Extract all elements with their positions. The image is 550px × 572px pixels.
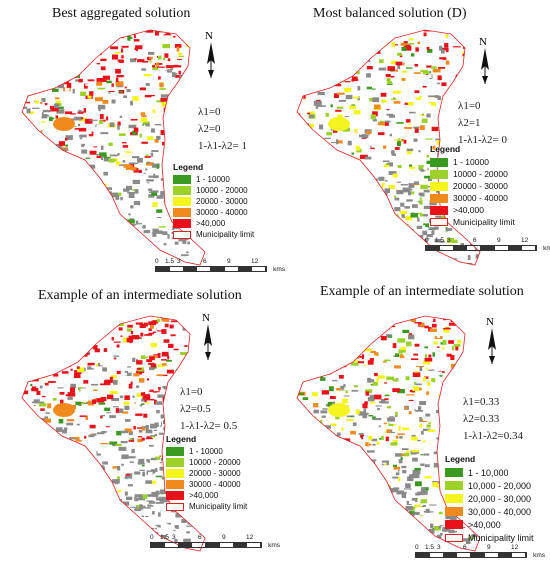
- legend-item: >40,000: [430, 204, 515, 216]
- map-legend: Legend 1 - 10000 10000 - 20000 20000 - 3…: [430, 144, 515, 228]
- map-legend: Legend 1 - 10,000 10,000 - 20,000 20,000…: [445, 454, 534, 544]
- legend-item-limit: Municipality limit: [173, 229, 254, 240]
- legend-swatch: [430, 157, 448, 167]
- panel-title: Most balanced solution (D): [313, 6, 467, 21]
- municipality-limit-swatch: [430, 218, 448, 226]
- legend-heading: Legend: [166, 434, 197, 444]
- legend-swatch: [173, 219, 191, 228]
- legend-item: >40,000: [445, 518, 534, 531]
- panel-best-aggregated: Best aggregated solution N λ1=0 λ2=0 1-λ…: [0, 0, 285, 286]
- lambda-3: 1-λ1-λ2= 0: [458, 134, 507, 146]
- legend-item-limit: Municipality limit: [430, 216, 515, 228]
- legend-item: 10000 - 20000: [166, 457, 247, 468]
- legend-item: >40,000: [173, 218, 254, 229]
- legend-swatch: [445, 468, 463, 477]
- legend-item-limit: Municipality limit: [166, 501, 247, 512]
- lambda-3: 1-λ1-λ2=0.34: [463, 430, 523, 442]
- legend-swatch: [430, 169, 448, 179]
- legend-swatch: [445, 520, 463, 529]
- legend-item: 1 - 10000: [430, 156, 515, 168]
- legend-swatch: [166, 447, 184, 456]
- solution-map: [21, 315, 206, 552]
- legend-heading: Legend: [445, 454, 476, 464]
- legend-swatch: [166, 491, 184, 500]
- legend-swatch: [445, 481, 463, 490]
- legend-item: 20000 - 30000: [430, 180, 515, 192]
- lambda-3: 1-λ1-λ2= 1: [198, 140, 247, 152]
- legend-item: 10000 - 20000: [430, 168, 515, 180]
- solution-map: [296, 315, 481, 552]
- legend-item: 30000 - 40000: [430, 192, 515, 204]
- lambda-weights: λ1=0 λ2=1 1-λ1-λ2= 0: [458, 98, 507, 149]
- legend-swatch: [166, 480, 184, 489]
- panel-most-balanced: Most balanced solution (D) N λ1=0 λ2=1 1…: [275, 0, 550, 286]
- legend-item: 1 - 10000: [166, 446, 247, 457]
- lambda-1: λ1=0: [180, 386, 203, 398]
- legend-item: 30,000 - 40,000: [445, 505, 534, 518]
- municipality-limit-swatch: [166, 502, 184, 511]
- legend-item: 10000 - 20000: [173, 185, 254, 196]
- legend-item: 30000 - 40000: [166, 479, 247, 490]
- lambda-2: λ2=0.5: [180, 403, 211, 415]
- solution-map: [21, 29, 206, 266]
- legend-swatch: [445, 494, 463, 503]
- lambda-2: λ2=0: [198, 123, 221, 135]
- lambda-2: λ2=1: [458, 117, 481, 129]
- map-legend: Legend 1 - 10000 10000 - 20000 20000 - 3…: [166, 434, 247, 512]
- legend-swatch: [173, 186, 191, 195]
- legend-item: 10,000 - 20,000: [445, 479, 534, 492]
- legend-swatch: [173, 197, 191, 206]
- legend-item: 20000 - 30000: [173, 196, 254, 207]
- panel-intermediate-1: Example of an intermediate solution N λ1…: [0, 286, 280, 572]
- legend-item-limit: Municipality limit: [445, 531, 534, 544]
- legend-item: >40,000: [166, 490, 247, 501]
- legend-swatch: [430, 193, 448, 203]
- legend-item: 20000 - 30000: [166, 468, 247, 479]
- lambda-3: 1-λ1-λ2= 0.5: [180, 420, 238, 432]
- legend-swatch: [166, 469, 184, 478]
- legend-swatch: [173, 208, 191, 217]
- legend-swatch: [166, 458, 184, 467]
- panel-title: Example of an intermediate solution: [38, 288, 242, 303]
- municipality-limit-swatch: [173, 230, 191, 239]
- lambda-1: λ1=0: [198, 106, 221, 118]
- panel-intermediate-2: Example of an intermediate solution N λ1…: [275, 284, 550, 572]
- map-legend: Legend 1 - 10000 10000 - 20000 20000 - 3…: [173, 162, 254, 240]
- lambda-weights: λ1=0 λ2=0.5 1-λ1-λ2= 0.5: [180, 384, 237, 435]
- legend-swatch: [430, 205, 448, 215]
- legend-swatch: [445, 507, 463, 516]
- lambda-1: λ1=0.33: [463, 396, 500, 408]
- north-arrow-icon: N: [481, 316, 503, 368]
- panel-title: Example of an intermediate solution: [320, 284, 524, 299]
- legend-heading: Legend: [430, 144, 461, 154]
- municipality-limit-swatch: [445, 533, 463, 542]
- north-arrow-icon: N: [200, 30, 222, 82]
- legend-item: 20,000 - 30,000: [445, 492, 534, 505]
- lambda-weights: λ1=0.33 λ2=0.33 1-λ1-λ2=0.34: [463, 394, 523, 445]
- north-arrow-icon: N: [197, 312, 219, 364]
- legend-swatch: [430, 181, 448, 191]
- legend-item: 1 - 10000: [173, 174, 254, 185]
- lambda-1: λ1=0: [458, 100, 481, 112]
- legend-heading: Legend: [173, 162, 204, 172]
- panel-title: Best aggregated solution: [52, 6, 191, 21]
- legend-item: 30000 - 40000: [173, 207, 254, 218]
- lambda-weights: λ1=0 λ2=0 1-λ1-λ2= 1: [198, 104, 247, 155]
- lambda-2: λ2=0.33: [463, 413, 500, 425]
- north-arrow-icon: N: [474, 36, 496, 88]
- legend-item: 1 - 10,000: [445, 466, 534, 479]
- legend-swatch: [173, 175, 191, 184]
